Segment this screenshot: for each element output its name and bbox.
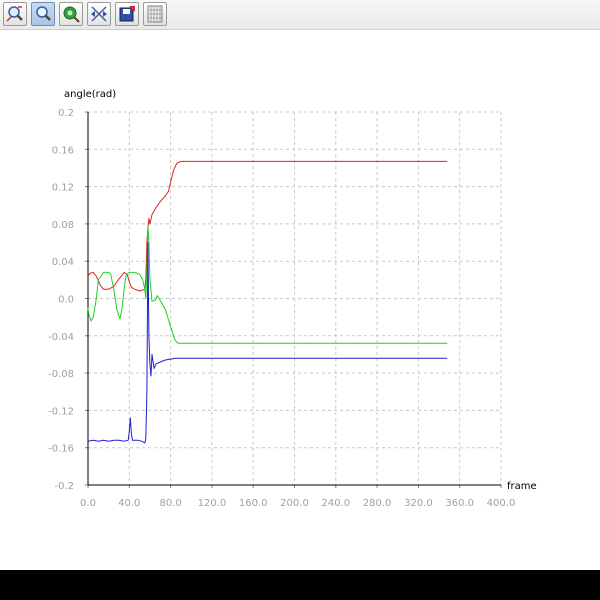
y-tick-label: 0.16	[52, 145, 74, 156]
x-tick-label: 240.0	[321, 498, 350, 509]
x-axis-title: frame	[507, 481, 537, 492]
series-line-1	[87, 160, 448, 292]
x-tick-label: 320.0	[404, 498, 433, 509]
x-tick-label: 280.0	[363, 498, 392, 509]
zoom-in-button[interactable]	[3, 2, 27, 26]
pan-button[interactable]	[59, 2, 83, 26]
y-tick-labels: 0.2 0.16 0.12 0.08 0.04 0.0 -0.04 -0.08 -0.12 -0.…	[48, 108, 74, 492]
save-icon	[119, 6, 135, 22]
toolbar	[0, 0, 600, 30]
x-tick-label: 120.0	[198, 498, 227, 509]
x-tick-label: 0.0	[80, 498, 96, 509]
export-button[interactable]	[115, 2, 139, 26]
x-tick-label: 400.0	[487, 498, 516, 509]
plot-window: 0.2 0.16 0.12 0.08 0.04 0.0 -0.04 -0.08 -0.12 -0.…	[0, 0, 600, 570]
y-tick-label: 0.04	[52, 257, 74, 268]
y-tick-label: 0.2	[58, 108, 74, 119]
x-tick-label: 40.0	[118, 498, 140, 509]
y-tick-label: 0.08	[52, 220, 74, 231]
line-chart[interactable]: 0.20.160.120.080.040.0-0.04-0.08-0.12-0.…	[0, 30, 600, 570]
y-tick-label: -0.04	[48, 332, 74, 343]
series-line-3	[87, 242, 448, 444]
x-tick-label: 200.0	[280, 498, 309, 509]
series	[87, 160, 448, 444]
zoom-in-icon	[6, 6, 23, 22]
grid-icon	[147, 5, 163, 23]
y-tick-label: -0.12	[48, 406, 74, 417]
y-axis-title: angle(rad)	[64, 89, 116, 100]
series-line-2	[87, 225, 448, 344]
y-tick-label: -0.2	[54, 481, 74, 492]
x-tick-label: 160.0	[239, 498, 268, 509]
x-tick-label: 360.0	[445, 498, 474, 509]
x-tick-labels: 0.0 40.0 80.0 120.0 160.0 200.0 240.0 280.0 320.…	[80, 498, 515, 509]
axes	[87, 112, 501, 486]
pan-icon	[63, 6, 80, 23]
fit-icon	[91, 6, 107, 22]
x-tick-label: 80.0	[159, 498, 181, 509]
y-tick-label: -0.08	[48, 369, 74, 380]
grid	[85, 111, 502, 488]
y-tick-label: 0.0	[58, 295, 74, 306]
magnifier-icon	[36, 6, 51, 21]
zoom-button[interactable]	[31, 2, 55, 26]
grid-toggle-button[interactable]	[143, 2, 167, 26]
auto-fit-button[interactable]	[87, 2, 111, 26]
y-tick-label: -0.16	[48, 444, 74, 455]
y-tick-label: 0.12	[52, 183, 74, 194]
